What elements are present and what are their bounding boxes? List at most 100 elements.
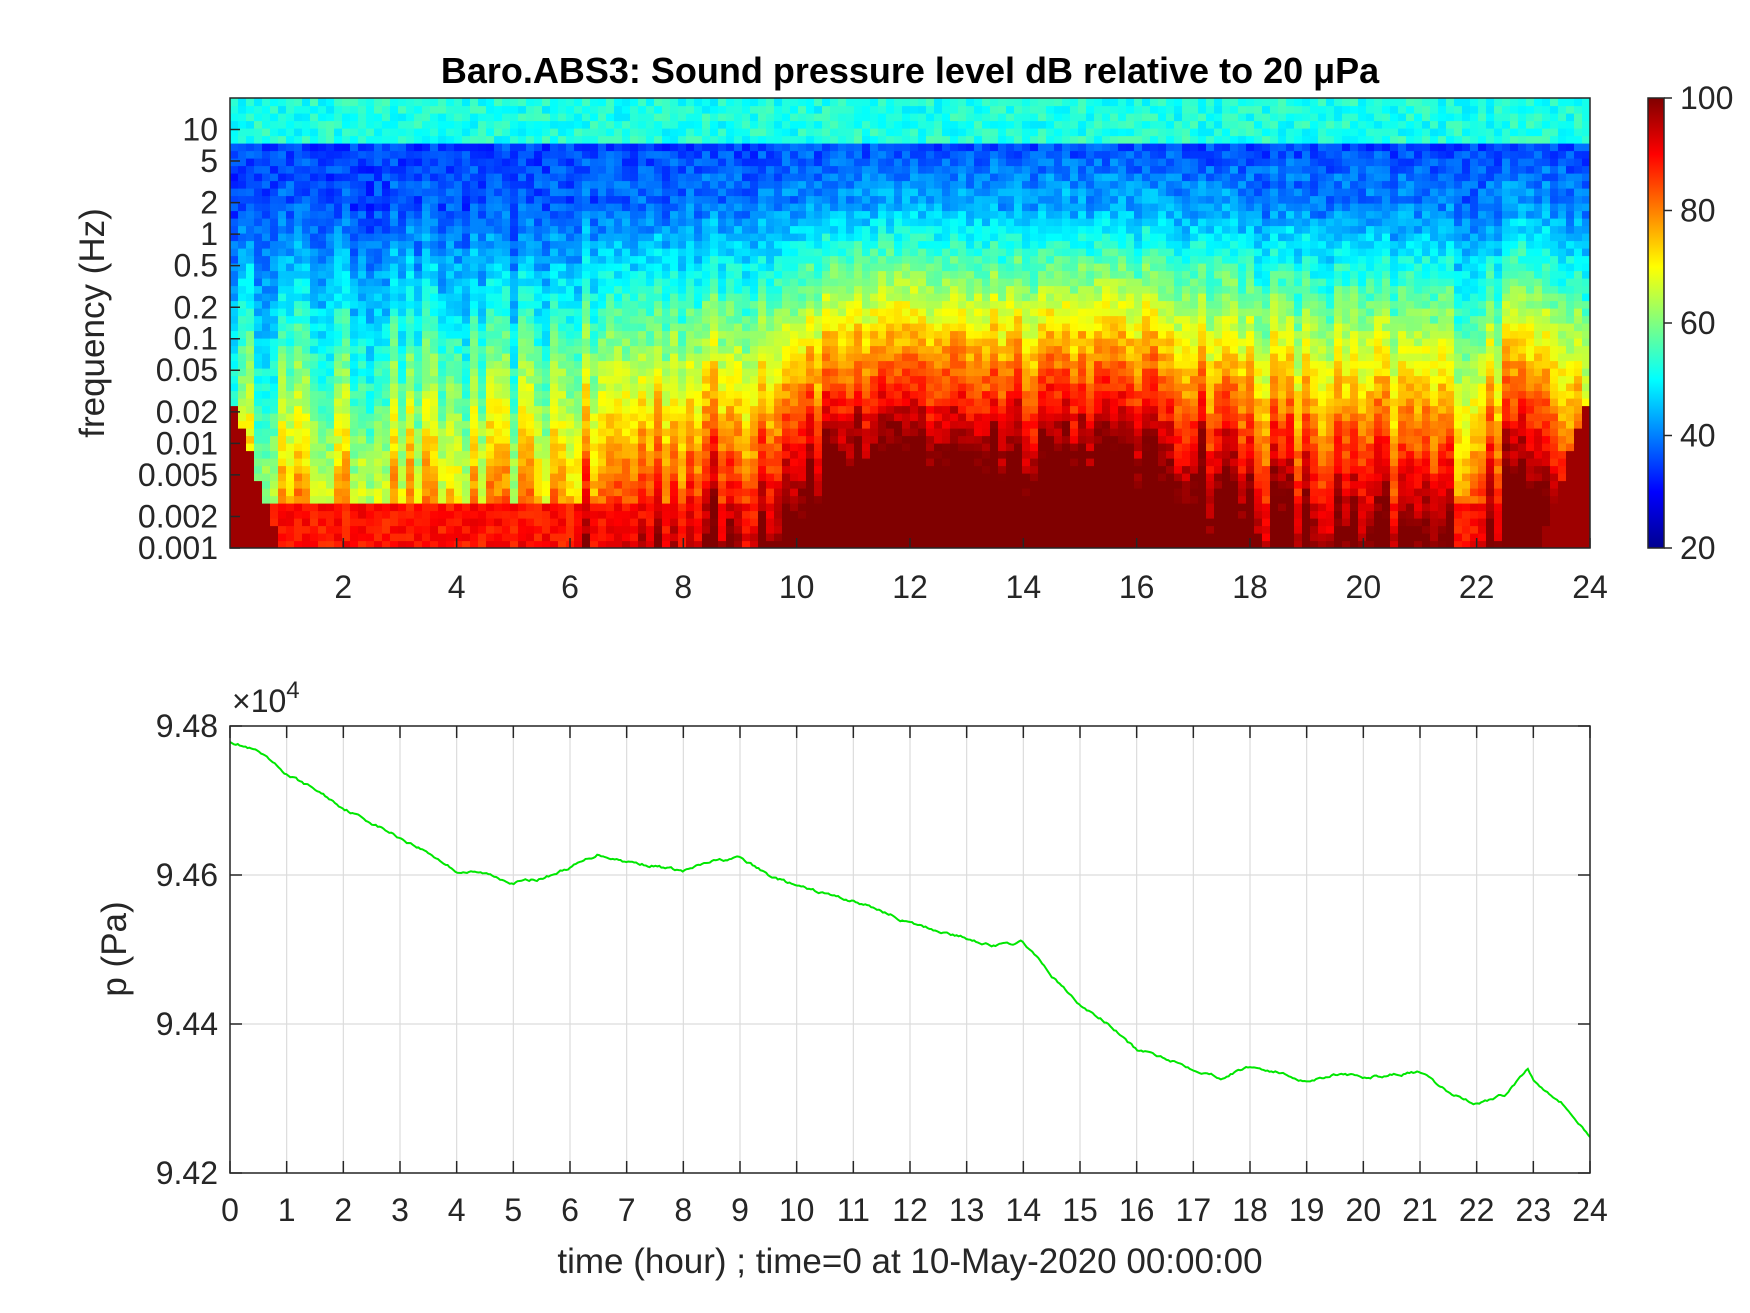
heatmap-cell — [574, 428, 583, 437]
heatmap-cell — [774, 293, 783, 302]
heatmap-cell — [446, 525, 455, 534]
heatmap-cell — [606, 278, 615, 287]
heatmap-cell — [494, 195, 503, 204]
heatmap-cell — [486, 255, 495, 264]
heatmap-cell — [326, 398, 335, 407]
heatmap-cell — [398, 98, 407, 107]
heatmap-cell — [366, 120, 375, 129]
heatmap-cell — [726, 458, 735, 467]
heatmap-cell — [430, 263, 439, 272]
heatmap-cell — [358, 450, 367, 459]
heatmap-cell — [358, 405, 367, 414]
heatmap-cell — [326, 128, 335, 137]
heatmap-cell — [510, 105, 519, 114]
heatmap-cell — [774, 503, 783, 512]
heatmap-cell — [790, 225, 799, 234]
heatmap-cell — [286, 150, 295, 159]
heatmap-cell — [550, 278, 559, 287]
heatmap-cell — [582, 510, 591, 519]
heatmap-cell — [590, 120, 599, 129]
heatmap-cell — [870, 150, 879, 159]
heatmap-cell — [238, 128, 247, 137]
heatmap-cell — [886, 375, 895, 384]
heatmap-cell — [486, 443, 495, 452]
heatmap-cell — [366, 233, 375, 242]
heatmap-cell — [350, 308, 359, 317]
heatmap-cell — [686, 323, 695, 332]
heatmap-cell — [270, 278, 279, 287]
heatmap-cell — [406, 353, 415, 362]
heatmap-cell — [758, 113, 767, 122]
heatmap-cell — [566, 330, 575, 339]
heatmap-cell — [606, 330, 615, 339]
heatmap-cell — [446, 315, 455, 324]
heatmap-cell — [302, 240, 311, 249]
heatmap-cell — [590, 255, 599, 264]
heatmap-cell — [766, 98, 775, 107]
heatmap-cell — [302, 540, 311, 548]
heatmap-cell — [254, 293, 263, 302]
heatmap-cell — [726, 338, 735, 347]
heatmap-cell — [462, 113, 471, 122]
heatmap-cell — [382, 533, 391, 542]
heatmap-cell — [542, 450, 551, 459]
heatmap-cell — [302, 465, 311, 474]
heatmap-cell — [670, 105, 679, 114]
heatmap-cell — [758, 488, 767, 497]
heatmap-cell — [654, 210, 663, 219]
heatmap-cell — [342, 113, 351, 122]
heatmap-cell — [550, 180, 559, 189]
heatmap-cell — [358, 488, 367, 497]
heatmap-cell — [478, 158, 487, 167]
heatmap-cell — [286, 278, 295, 287]
heatmap-cell — [278, 308, 287, 317]
heatmap-cell — [606, 218, 615, 227]
heatmap-cell — [446, 113, 455, 122]
heatmap-cell — [710, 503, 719, 512]
heatmap-cell — [830, 285, 839, 294]
heatmap-cell — [382, 488, 391, 497]
heatmap-cell — [254, 285, 263, 294]
heatmap-cell — [614, 218, 623, 227]
heatmap-cell — [438, 158, 447, 167]
heatmap-cell — [750, 285, 759, 294]
heatmap-cell — [446, 495, 455, 504]
heatmap-cell — [806, 510, 815, 519]
heatmap-cell — [230, 405, 239, 414]
heatmap-cell — [678, 240, 687, 249]
heatmap-cell — [390, 188, 399, 197]
heatmap-cell — [558, 270, 567, 279]
heatmap-cell — [390, 300, 399, 309]
heatmap-cell — [814, 113, 823, 122]
heatmap-cell — [782, 308, 791, 317]
heatmap-cell — [854, 173, 863, 182]
heatmap-cell — [878, 270, 887, 279]
heatmap-cell — [406, 450, 415, 459]
heatmap-cell — [342, 293, 351, 302]
heatmap-cell — [438, 375, 447, 384]
heatmap-cell — [782, 278, 791, 287]
heatmap-cell — [558, 120, 567, 129]
heatmap-cell — [822, 510, 831, 519]
heatmap-cell — [638, 540, 647, 548]
heatmap-cell — [366, 458, 375, 467]
heatmap-cell — [878, 420, 887, 429]
heatmap-cell — [486, 180, 495, 189]
heatmap-cell — [582, 420, 591, 429]
heatmap-cell — [478, 218, 487, 227]
heatmap-cell — [830, 255, 839, 264]
heatmap-cell — [734, 345, 743, 354]
heatmap-cell — [558, 480, 567, 489]
heatmap-cell — [830, 443, 839, 452]
heatmap-cell — [886, 150, 895, 159]
heatmap-cell — [270, 300, 279, 309]
heatmap-cell — [470, 413, 479, 422]
heatmap-cell — [822, 278, 831, 287]
heatmap-cell — [718, 398, 727, 407]
heatmap-cell — [510, 98, 519, 107]
heatmap-cell — [230, 240, 239, 249]
heatmap-cell — [622, 405, 631, 414]
heatmap-cell — [694, 180, 703, 189]
heatmap-cell — [438, 338, 447, 347]
heatmap-cell — [470, 510, 479, 519]
